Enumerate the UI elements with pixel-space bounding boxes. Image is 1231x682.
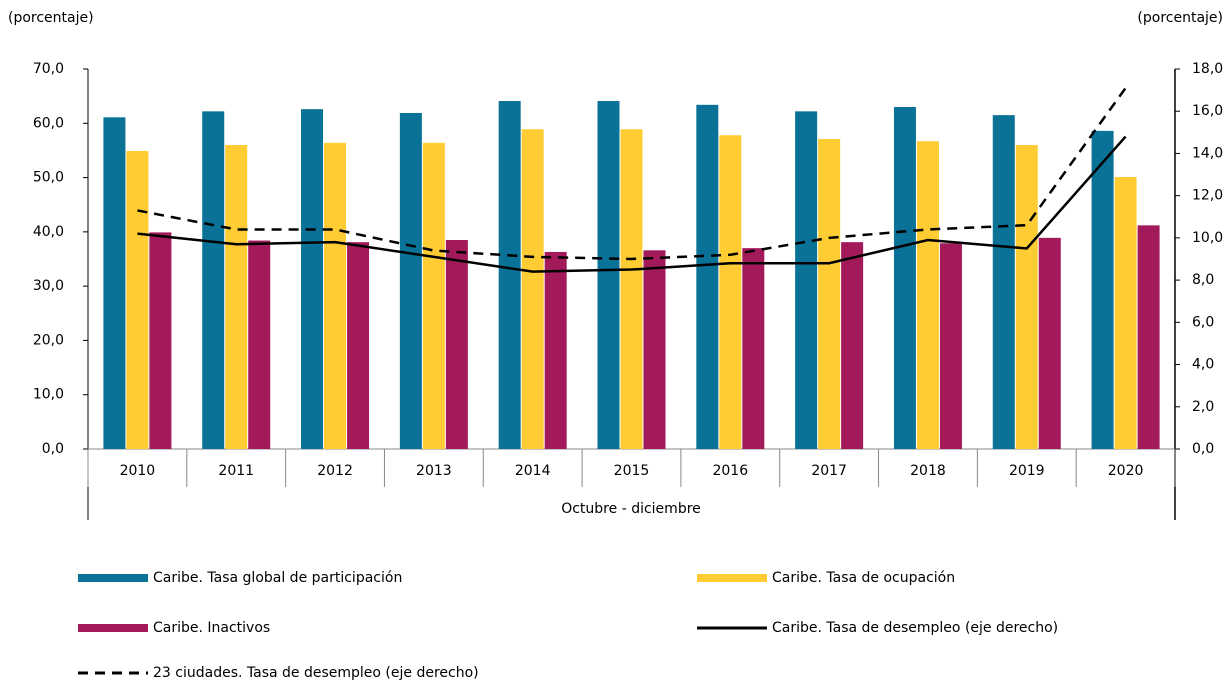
bar <box>643 250 666 449</box>
legend-swatch <box>78 574 148 582</box>
x-axis-label: Octubre - diciembre <box>561 501 701 517</box>
legend-label: Caribe. Tasa de ocupación <box>772 570 955 586</box>
bar <box>893 107 916 449</box>
bar <box>498 101 521 450</box>
bar <box>1137 225 1160 449</box>
x-tick-label: 2017 <box>811 463 847 479</box>
bar <box>597 101 620 450</box>
bar <box>202 111 225 449</box>
y2-tick-label: 12,0 <box>1192 188 1223 204</box>
y2-tick-label: 2,0 <box>1192 399 1214 415</box>
bar <box>301 109 324 450</box>
x-tick-label: 2016 <box>712 463 748 479</box>
bar <box>818 139 841 449</box>
bar <box>696 104 719 449</box>
legend-swatch <box>78 624 148 632</box>
y-tick-label: 30,0 <box>33 278 64 294</box>
bar <box>841 242 864 449</box>
bar <box>916 141 939 449</box>
bar <box>225 145 248 449</box>
bar <box>1114 177 1137 449</box>
y2-tick-label: 4,0 <box>1192 357 1214 373</box>
y-tick-label: 10,0 <box>33 387 64 403</box>
y2-tick-label: 18,0 <box>1192 61 1223 77</box>
y2-tick-label: 16,0 <box>1192 103 1223 119</box>
x-tick-label: 2010 <box>120 463 156 479</box>
bar <box>399 112 422 449</box>
bar <box>742 248 765 449</box>
y-tick-label: 70,0 <box>33 61 64 77</box>
legend-label: Caribe. Tasa global de participación <box>153 570 402 586</box>
x-tick-label: 2011 <box>218 463 254 479</box>
bar <box>149 232 172 449</box>
x-tick-label: 2018 <box>910 463 946 479</box>
x-tick-label: 2013 <box>416 463 452 479</box>
line-series <box>137 87 1127 261</box>
x-tick-label: 2015 <box>614 463 650 479</box>
bar <box>939 243 962 449</box>
legend-label: 23 ciudades. Tasa de desempleo (eje dere… <box>153 665 479 681</box>
bar <box>544 251 567 449</box>
bar <box>719 135 742 449</box>
x-tick-label: 2020 <box>1108 463 1144 479</box>
legend-label: Caribe. Inactivos <box>153 620 270 636</box>
legend-swatch <box>697 574 767 582</box>
line-series <box>137 135 1127 273</box>
x-tick-label: 2014 <box>515 463 551 479</box>
y-tick-label: 40,0 <box>33 224 64 240</box>
y2-tick-label: 14,0 <box>1192 145 1223 161</box>
x-tick-label: 2012 <box>317 463 353 479</box>
bar <box>1091 130 1114 449</box>
y2-tick-label: 10,0 <box>1192 230 1223 246</box>
x-tick-label: 2019 <box>1009 463 1045 479</box>
y-tick-label: 60,0 <box>33 115 64 131</box>
bar <box>347 242 370 449</box>
y2-tick-label: 8,0 <box>1192 272 1214 288</box>
bar <box>445 240 468 449</box>
legend-label: Caribe. Tasa de desempleo (eje derecho) <box>772 620 1058 636</box>
y-tick-label: 0,0 <box>42 441 64 457</box>
bar <box>1038 237 1061 449</box>
bar <box>126 150 149 449</box>
bar <box>248 240 271 449</box>
y-tick-label: 20,0 <box>33 332 64 348</box>
bar <box>795 111 818 449</box>
bar <box>422 142 445 450</box>
bar <box>620 129 643 449</box>
y-tick-label: 50,0 <box>33 170 64 186</box>
y2-tick-label: 0,0 <box>1192 441 1214 457</box>
bar <box>992 115 1015 450</box>
bar <box>521 129 544 449</box>
y-axis-label: (porcentaje) <box>8 10 94 26</box>
y2-tick-label: 6,0 <box>1192 314 1214 330</box>
y2-axis-label: (porcentaje) <box>1137 10 1223 26</box>
bar <box>324 142 347 450</box>
bar <box>1015 145 1038 449</box>
bar <box>103 117 126 450</box>
